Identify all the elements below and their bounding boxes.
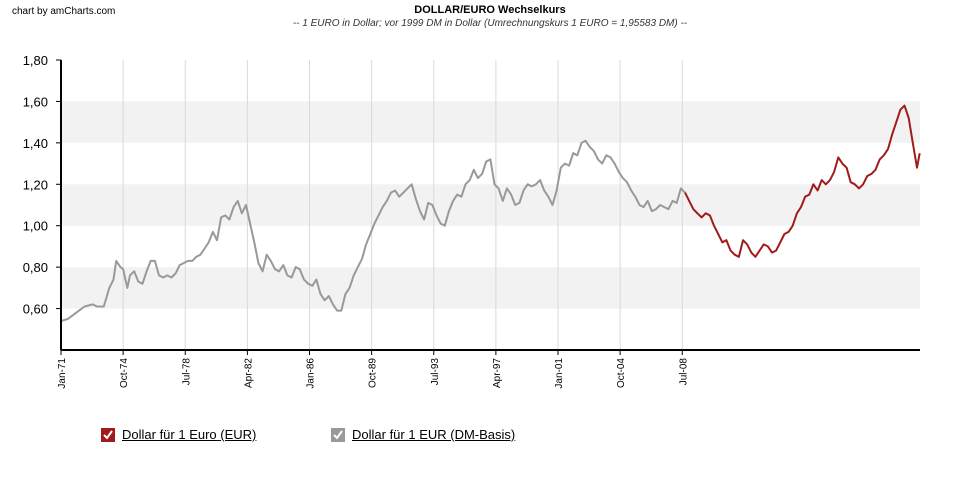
- background-band: [61, 184, 920, 226]
- series-lines: [60, 104, 921, 322]
- y-tick-label: 1,00: [23, 219, 48, 234]
- y-tick-label: 1,40: [23, 136, 48, 151]
- legend-label-eur[interactable]: Dollar für 1 Euro (EUR): [122, 427, 257, 442]
- y-tick-label: 0,60: [23, 302, 48, 317]
- series-line-eur[interactable]: [684, 104, 921, 258]
- x-axis-ticks: Jan-71 Oct-74 Jul-78 Apr-82 Jan-86 Oct-89 Jul-…: [57, 350, 689, 389]
- y-tick-label: 1,20: [23, 177, 48, 192]
- x-tick-label: Apr-97: [492, 358, 503, 388]
- x-tick-label: Jul-78: [181, 358, 192, 386]
- chart-subtitle: -- 1 EURO in Dollar; vor 1999 DM in Doll…: [292, 18, 688, 29]
- x-tick-label: Oct-04: [616, 358, 627, 388]
- x-tick-label: Jan-71: [57, 358, 68, 389]
- legend-label-dm[interactable]: Dollar für 1 EUR (DM-Basis): [352, 427, 516, 442]
- vertical-gridlines: [122, 60, 683, 350]
- background-bands: [61, 101, 920, 309]
- x-tick-label: Oct-89: [368, 358, 379, 388]
- checkbox-checked-icon[interactable]: [101, 427, 115, 442]
- chart-watermark[interactable]: chart by amCharts.com: [12, 6, 116, 17]
- y-tick-label: 1,60: [23, 94, 48, 109]
- x-tick-label: Oct-74: [119, 358, 130, 388]
- series-line-dm[interactable]: [60, 139, 686, 322]
- y-tick-label: 1,80: [23, 53, 48, 68]
- y-tick-label: 0,80: [23, 260, 48, 275]
- chart-title: DOLLAR/EURO Wechselkurs: [414, 4, 566, 16]
- x-tick-label: Jul-93: [430, 358, 441, 386]
- x-tick-label: Jul-08: [678, 358, 689, 386]
- y-axis-ticks: 0,60 0,80 1,00 1,20 1,40 1,60 1,80: [23, 53, 61, 317]
- background-band: [61, 267, 920, 309]
- legend-item-dm[interactable]: Dollar für 1 EUR (DM-Basis): [331, 427, 515, 442]
- background-band: [61, 101, 920, 143]
- x-tick-label: Jan-86: [306, 358, 317, 389]
- x-tick-label: Jan-01: [554, 358, 565, 389]
- checkbox-checked-icon[interactable]: [331, 427, 345, 442]
- legend-item-eur[interactable]: Dollar für 1 Euro (EUR): [101, 427, 256, 442]
- x-tick-label: Apr-82: [243, 358, 254, 388]
